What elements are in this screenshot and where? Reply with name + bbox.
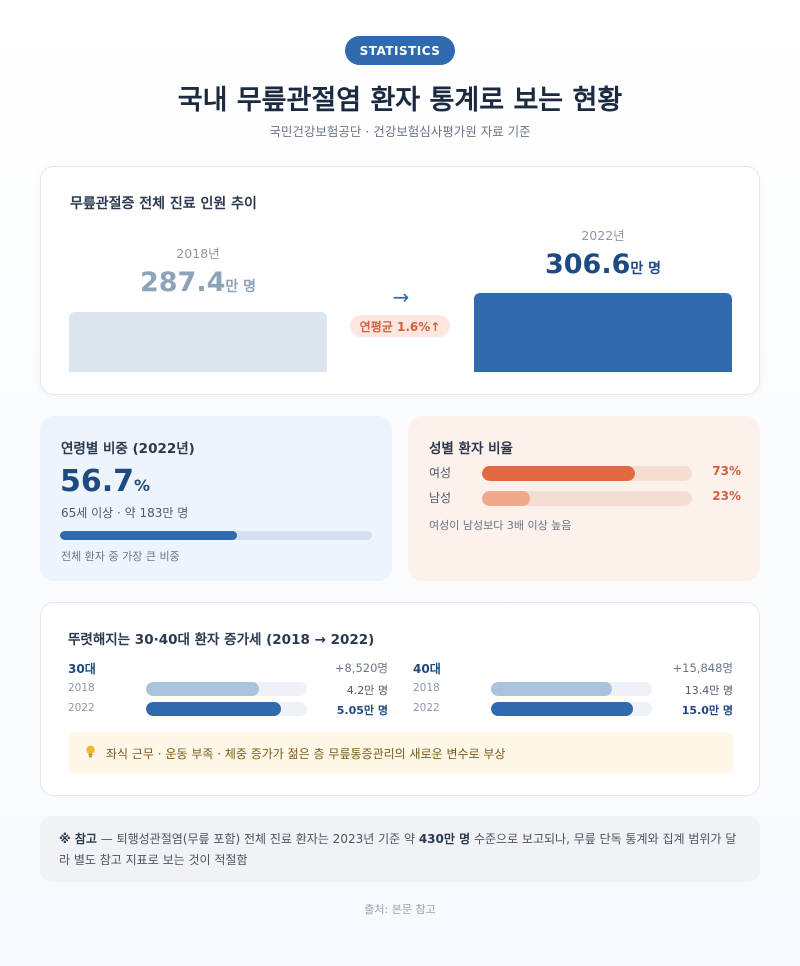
gender-label: 남성 [429,491,452,505]
age-share-value: 56.7% [60,464,150,499]
young-title: 뚜렷해지는 30·40대 환자 증가세 (2018 → 2022) [68,632,375,648]
statistics-badge: STATISTICS [345,36,455,65]
row-value: 5.05만 명 [336,704,388,717]
value-2018-unit: 만 명 [225,279,257,295]
age-share-card: 연령별 비중 (2022년) 56.7% 65세 이상 · 약 183만 명 전… [40,416,392,581]
age-note: 전체 환자 중 가장 큰 비중 [61,550,180,563]
source-note: 출처: 본문 참고 [364,903,436,916]
reference-highlight: 430만 명 [418,832,471,846]
group-name: 40대 [413,662,441,676]
gender-row-male: 남성 23% [429,489,741,506]
age-title: 연령별 비중 (2022년) [61,441,195,457]
trend-title: 무릎관절증 전체 진료 인원 추이 [70,196,257,212]
bar-2022 [474,293,732,372]
row-value: 15.0만 명 [681,704,733,717]
gender-note: 여성이 남성보다 3배 이상 높음 [429,519,572,532]
gender-card: 성별 환자 비율 여성 73% 남성 23% 여성이 남성보다 3배 이상 높음 [408,416,760,581]
page-subtitle: 국민건강보험공단 · 건강보험심사평가원 자료 기준 [269,124,531,139]
year-2018-label: 2018년 [176,246,220,261]
group-40s: 40대 +15,848명 2018 13.4만 명 2022 15.0만 명 [413,660,733,720]
row-fill [491,702,633,716]
gender-track [482,491,692,506]
growth-badge: 연평균 1.6%↑ [350,315,450,337]
row-year: 2022 [413,702,440,714]
row-fill [491,682,612,696]
age-progress-track [60,531,372,540]
value-2022: 306.6만 명 [474,249,732,280]
gender-track [482,466,692,481]
gender-title: 성별 환자 비율 [429,441,513,457]
group-delta: +8,520명 [334,661,388,675]
age-share-unit: % [134,476,151,495]
gender-fill [482,491,531,506]
insight-tip: 좌식 근무 · 운동 부족 · 체중 증가가 젊은 층 무릎통증관리의 새로운 … [68,732,733,774]
gender-label: 여성 [429,466,452,480]
group-row-2018: 2018 4.2만 명 [68,681,388,697]
row-year: 2022 [68,702,95,714]
value-2022-unit: 만 명 [630,261,662,277]
row-year: 2018 [413,682,440,694]
age-detail: 65세 이상 · 약 183만 명 [61,506,189,520]
year-2022-label: 2022년 [581,228,625,243]
row-track [491,682,652,696]
group-30s: 30대 +8,520명 2018 4.2만 명 2022 5.05만 명 [68,660,388,720]
row-track [146,702,307,716]
row-value: 13.4만 명 [684,684,733,697]
arrow-right-icon: → [392,285,410,309]
young-patients-card: 뚜렷해지는 30·40대 환자 증가세 (2018 → 2022) 30대 +8… [40,602,760,796]
group-row-2022: 2022 15.0만 명 [413,701,733,717]
row-value: 4.2만 명 [346,684,388,697]
gender-pct: 23% [712,489,741,503]
lightbulb-icon [85,745,96,761]
group-row-2022: 2022 5.05만 명 [68,701,388,717]
gender-fill [482,466,636,481]
row-track [491,702,652,716]
reference-text-after: 수준으로 보고되나, 무릎 단독 통계와 집계 범위가 달라 별도 참고 지표로… [59,832,737,867]
row-track [146,682,307,696]
group-delta: +15,848명 [672,661,733,675]
group-row-2018: 2018 13.4만 명 [413,681,733,697]
value-2022-number: 306.6 [544,249,631,280]
bar-2018 [69,312,327,372]
row-year: 2018 [68,682,95,694]
value-2018-number: 287.4 [139,267,226,298]
row-fill [146,702,282,716]
trend-card: 무릎관절증 전체 진료 인원 추이 2018년 287.4만 명 → 연평균 1… [40,166,760,395]
reference-text-before: — 퇴행성관절염(무릎 포함) 전체 진료 환자는 2023년 기준 약 [96,832,419,846]
value-2018: 287.4만 명 [69,267,327,298]
age-progress-fill [60,531,237,540]
group-name: 30대 [68,662,96,676]
gender-pct: 73% [712,464,741,478]
age-share-number: 56.7 [60,464,135,499]
page-title: 국내 무릎관절염 환자 통계로 보는 현황 [177,85,623,116]
reference-note: ※ 참고 — 퇴행성관절염(무릎 포함) 전체 진료 환자는 2023년 기준 … [40,816,760,882]
tip-text: 좌식 근무 · 운동 부족 · 체중 증가가 젊은 층 무릎통증관리의 새로운 … [106,746,506,761]
row-fill [146,682,259,696]
gender-row-female: 여성 73% [429,464,741,481]
reference-label: ※ 참고 [59,832,97,846]
